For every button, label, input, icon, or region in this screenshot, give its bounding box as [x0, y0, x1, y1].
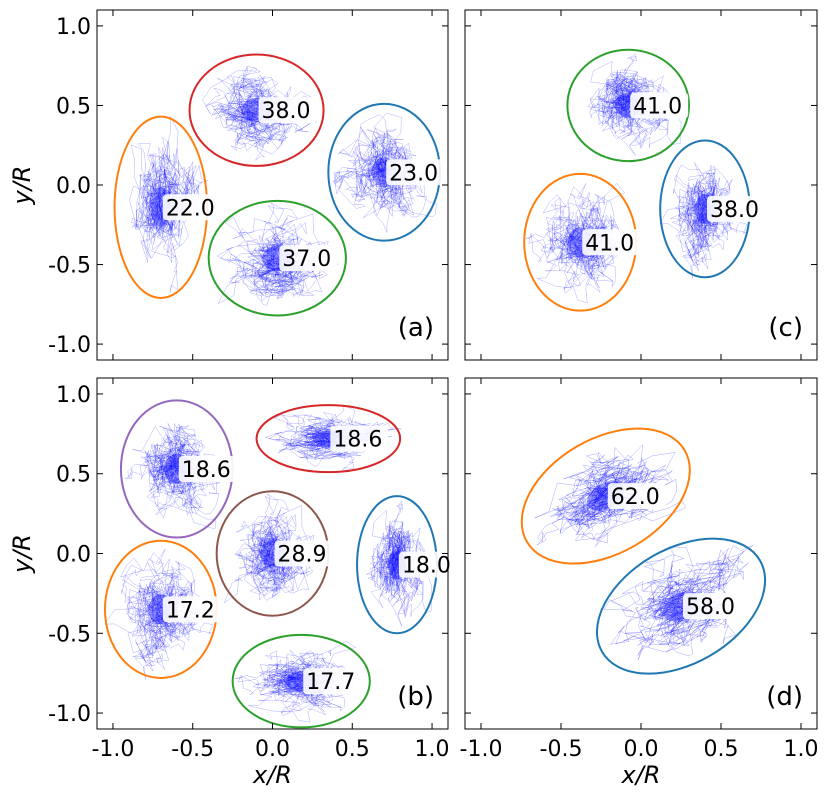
cluster-value-label: 18.6 [333, 428, 382, 453]
x-tick-label: 0.5 [704, 737, 739, 762]
label-box [582, 229, 641, 256]
y-tick-label: 0.5 [56, 94, 91, 119]
panel-tag: (c) [768, 313, 803, 343]
panel-bottom-left: 18.6 18.6 28.9 18.0 17.2 17.7 1.0 0.5 0.0 -0.5 -1.… [8, 377, 457, 789]
y-tick-label: 0.5 [56, 463, 91, 488]
cluster-ellipse [231, 633, 371, 729]
cluster-ellipse [566, 48, 691, 163]
label-box [398, 551, 457, 578]
y-tick-label: -1.0 [48, 702, 91, 727]
cluster-value-label: 17.2 [166, 598, 215, 623]
cluster-ellipse [207, 199, 347, 317]
label-box [630, 92, 689, 119]
cluster-value-label: 38.0 [710, 198, 759, 223]
label-box [162, 596, 221, 623]
cluster-value-label: 41.0 [585, 231, 634, 256]
trajectory-cloud [216, 202, 339, 306]
trajectory-cloud [264, 404, 402, 471]
cluster-value-label: 38.0 [262, 99, 311, 124]
cluster-value-label: 28.9 [278, 543, 327, 568]
x-axis-title: x/R [621, 761, 661, 789]
y-tick-label: 0.0 [56, 543, 91, 568]
trajectory-cloud [104, 549, 214, 680]
cluster-ellipse [595, 537, 767, 675]
x-tick-label: -1.0 [91, 737, 134, 762]
panel-top-left: 38.0 23.0 22.0 37.0 1.0 0.5 0.0 -0.5 -1.0 y/R (a) [8, 9, 449, 361]
trajectory-cloud [587, 53, 682, 156]
trajectory-cloud [659, 162, 748, 279]
panel-top-right: 41.0 38.0 41.0 (c) [464, 9, 818, 361]
x-tick-label: -0.5 [540, 737, 583, 762]
x-axis-title: x/R [252, 761, 292, 789]
cluster-ellipse [520, 427, 691, 565]
panel-tag: (d) [766, 682, 803, 712]
label-box [258, 97, 317, 124]
cluster-value-label: 58.0 [686, 595, 735, 620]
x-tick-label: 1.0 [784, 737, 819, 762]
cluster-value-label: 62.0 [611, 485, 660, 510]
cluster-value-label: 17.7 [306, 670, 355, 695]
y-axis-title: y/R [8, 534, 36, 574]
x-tick-label: 0.0 [624, 737, 659, 762]
panel-tag: (a) [398, 313, 434, 343]
trajectory-cloud [534, 444, 686, 547]
cluster-ellipse [188, 53, 325, 167]
y-tick-label: 1.0 [56, 383, 91, 408]
y-tick-label: 0.0 [56, 174, 91, 199]
y-tick-label: 1.0 [56, 15, 91, 40]
label-box [707, 195, 765, 222]
y-tick-label: -1.0 [48, 333, 91, 358]
label-box [162, 194, 221, 221]
x-tick-label: 1.0 [415, 737, 450, 762]
label-box [303, 668, 362, 695]
axes-frame [464, 377, 818, 730]
cluster-value-label: 18.6 [182, 458, 231, 483]
label-box [607, 483, 666, 510]
cluster-value-label: 23.0 [389, 161, 438, 186]
label-box [279, 245, 338, 272]
axes-frame [464, 9, 818, 361]
x-tick-label: -1.0 [460, 737, 503, 762]
label-box [178, 455, 237, 482]
trajectory-cloud [526, 183, 627, 304]
label-box [386, 159, 445, 186]
cluster-value-label: 37.0 [282, 247, 331, 272]
cluster-value-label: 18.0 [402, 554, 451, 579]
panel-tag: (b) [397, 682, 434, 712]
label-box [274, 540, 333, 567]
label-box [330, 425, 389, 452]
x-tick-label: -0.5 [171, 737, 214, 762]
y-tick-label: -0.5 [48, 254, 91, 279]
label-box [683, 593, 741, 620]
x-tick-label: 0.5 [335, 737, 370, 762]
x-tick-label: 0.0 [255, 737, 290, 762]
panel-bottom-right: 62.0 58.0 -1.0 -0.5 0.0 0.5 1.0 x/R (d) [460, 377, 819, 789]
trajectory-cloud [366, 500, 432, 627]
trajectory-cloud [331, 112, 437, 233]
y-tick-label: -0.5 [48, 622, 91, 647]
cluster-value-label: 22.0 [166, 196, 215, 221]
trajectory-cloud [235, 641, 357, 723]
cluster-ellipse [255, 404, 402, 474]
trajectory-cloud [224, 493, 323, 604]
y-axis-title: y/R [8, 166, 36, 206]
cluster-value-label: 41.0 [633, 94, 682, 119]
